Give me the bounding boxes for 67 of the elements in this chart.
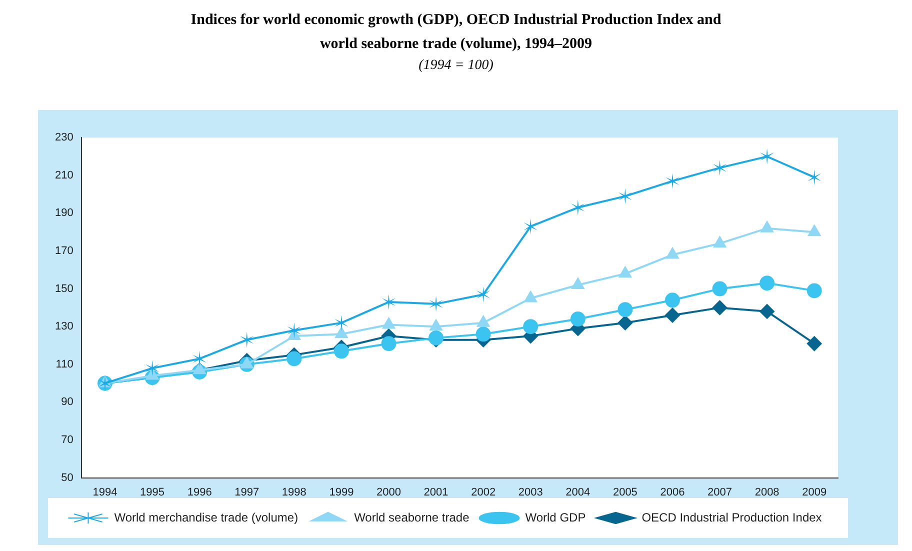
point bbox=[712, 281, 728, 296]
x-tick-label: 2003 bbox=[518, 486, 543, 498]
point bbox=[286, 351, 302, 366]
point bbox=[806, 336, 822, 352]
y-tick-label: 230 bbox=[54, 132, 74, 144]
y-tick-label: 190 bbox=[54, 207, 74, 220]
point bbox=[382, 294, 396, 310]
y-tick-label: 130 bbox=[54, 320, 74, 333]
x-tick-label: 2005 bbox=[612, 486, 638, 498]
x-tick-label: 1996 bbox=[187, 486, 212, 498]
point bbox=[381, 336, 396, 352]
point bbox=[523, 319, 538, 334]
point bbox=[429, 296, 443, 312]
point bbox=[712, 300, 728, 316]
x-tick-label: 1995 bbox=[140, 486, 165, 498]
y-tick-label: 150 bbox=[54, 282, 74, 295]
legend-label: World merchandise trade (volume) bbox=[114, 510, 298, 524]
point bbox=[240, 332, 254, 348]
x-tick-label: 2008 bbox=[754, 486, 780, 498]
y-tick-label: 90 bbox=[61, 396, 74, 408]
x-tick-label: 1994 bbox=[92, 486, 118, 498]
point bbox=[287, 322, 302, 338]
y-tick-label: 210 bbox=[54, 169, 74, 182]
x-tick-label: 2002 bbox=[471, 486, 496, 498]
point bbox=[618, 315, 633, 330]
legend-label: World seaborne trade bbox=[354, 510, 470, 524]
point bbox=[334, 314, 348, 331]
point bbox=[334, 344, 349, 359]
point bbox=[524, 218, 538, 234]
point bbox=[192, 350, 207, 367]
chart-subtitle: (1994 = 100) bbox=[418, 58, 494, 74]
x-tick-label: 2007 bbox=[708, 486, 732, 498]
x-tick-label: 1999 bbox=[329, 486, 354, 498]
point bbox=[570, 312, 586, 327]
point bbox=[760, 276, 775, 291]
x-tick-label: 2009 bbox=[802, 486, 827, 498]
point bbox=[664, 308, 680, 323]
point bbox=[428, 330, 444, 346]
point bbox=[571, 278, 584, 290]
point bbox=[760, 148, 774, 164]
legend-label: World GDP bbox=[525, 510, 586, 524]
point bbox=[664, 292, 680, 308]
point bbox=[145, 360, 160, 376]
point bbox=[666, 173, 680, 190]
x-tick-label: 1997 bbox=[234, 486, 260, 498]
y-tick-label: 70 bbox=[61, 434, 74, 446]
point bbox=[570, 200, 585, 216]
point bbox=[193, 362, 206, 374]
point bbox=[618, 188, 632, 204]
x-tick-label: 2000 bbox=[376, 486, 401, 498]
point bbox=[476, 286, 490, 302]
point bbox=[807, 169, 822, 186]
y-tick-label: 50 bbox=[61, 472, 74, 484]
point bbox=[760, 304, 775, 319]
chart-title: Indices for world economic growth (GDP), OECD Industrial Production Index and world seaborne trade (volume), 1994–2009 bbox=[190, 11, 722, 54]
point bbox=[618, 302, 633, 318]
point bbox=[429, 319, 443, 331]
y-tick-label: 170 bbox=[54, 245, 74, 258]
point bbox=[476, 326, 491, 342]
point bbox=[806, 283, 822, 298]
x-tick-label: 2006 bbox=[660, 486, 685, 498]
x-tick-label: 1998 bbox=[282, 486, 306, 498]
point bbox=[712, 160, 727, 176]
y-tick-label: 110 bbox=[56, 358, 74, 370]
x-tick-label: 2004 bbox=[566, 486, 590, 498]
legend-label: OECD Industrial Production Index bbox=[642, 510, 822, 524]
x-tick-label: 2001 bbox=[424, 486, 448, 498]
